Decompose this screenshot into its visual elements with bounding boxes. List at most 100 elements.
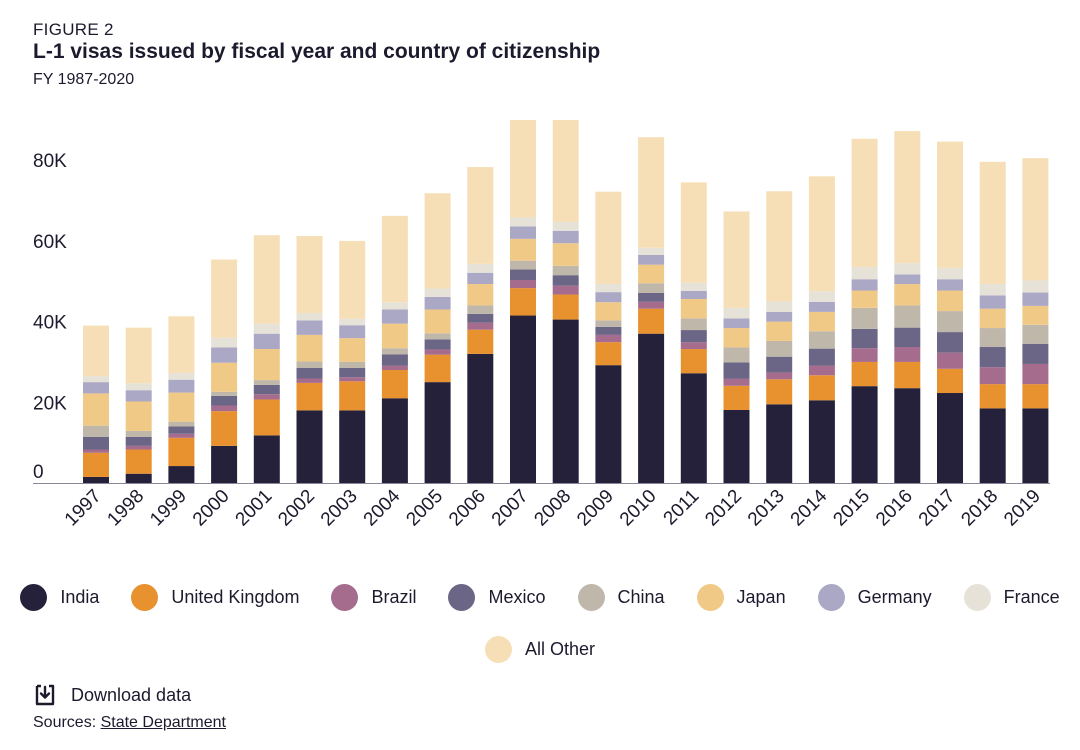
legend-label: India <box>60 586 100 607</box>
bar-segment-india <box>467 353 494 483</box>
bar-segment-all-other <box>766 191 793 302</box>
bar-segment-china <box>381 348 408 355</box>
bar-segment-mexico <box>680 330 707 343</box>
bar-segment-china <box>125 430 152 437</box>
bar-segment-all-other <box>211 259 238 338</box>
bar-segment-germany <box>1022 292 1049 306</box>
x-tick-label: 2009 <box>573 486 618 531</box>
x-tick-label: 2011 <box>660 486 704 530</box>
sources-line: Sources: State Department <box>33 714 226 732</box>
bar-segment-brazil <box>979 367 1006 385</box>
bar-segment-france <box>296 313 323 321</box>
bar-segment-brazil <box>253 394 280 400</box>
bar-segment-japan <box>595 302 622 321</box>
x-tick-label: 2019 <box>1000 486 1045 531</box>
bar-segment-all-other <box>168 316 195 373</box>
x-tick-label: 1999 <box>146 486 191 531</box>
bar-segment-all-other <box>851 138 878 268</box>
bar-segment-all-other <box>808 176 835 292</box>
bar-stack-2011 <box>680 182 707 483</box>
bars-group <box>83 120 1049 483</box>
bar-segment-united-kingdom <box>894 361 921 389</box>
bar-segment-united-kingdom <box>937 368 963 394</box>
legend-swatch <box>131 583 159 611</box>
bar-stack-2018 <box>979 161 1006 483</box>
bar-segment-all-other <box>552 120 579 222</box>
bar-segment-japan <box>253 349 280 381</box>
download-data-label: Download data <box>71 684 192 705</box>
bar-segment-japan <box>808 311 835 332</box>
bar-segment-brazil <box>467 322 494 330</box>
bar-segment-france <box>851 267 878 280</box>
legend-label: Mexico <box>488 586 546 607</box>
bar-segment-japan <box>467 284 494 306</box>
bar-segment-japan <box>339 338 366 362</box>
bar-stack-2013 <box>766 191 793 483</box>
bar-segment-united-kingdom <box>253 399 280 436</box>
bar-segment-china <box>979 328 1006 348</box>
bar-segment-mexico <box>979 347 1006 368</box>
bar-segment-japan <box>680 298 707 319</box>
bar-segment-france <box>766 301 793 312</box>
bar-segment-brazil <box>638 301 665 309</box>
bar-segment-all-other <box>1022 158 1049 281</box>
bar-stack-2000 <box>211 259 238 483</box>
bar-segment-japan <box>1022 305 1049 325</box>
x-tick-label: 2017 <box>915 486 960 531</box>
bar-segment-china <box>253 380 280 385</box>
bar-segment-germany <box>552 230 579 244</box>
bar-segment-japan <box>125 401 152 431</box>
bar-segment-united-kingdom <box>638 308 665 334</box>
bar-segment-mexico <box>723 362 750 379</box>
bar-segment-france <box>552 221 579 231</box>
bar-segment-china <box>638 283 665 293</box>
bar-segment-china <box>168 421 195 427</box>
sources-link[interactable]: State Department <box>100 714 226 731</box>
bar-segment-japan <box>168 392 195 422</box>
x-tick-label: 2008 <box>530 486 575 531</box>
bar-segment-india <box>680 373 707 483</box>
bar-segment-germany <box>253 333 280 350</box>
bar-segment-germany <box>83 382 109 394</box>
bar-segment-brazil <box>723 378 750 386</box>
x-axis: 1997199819992000200120022003200420052006… <box>61 485 1045 530</box>
download-icon <box>35 684 55 706</box>
bar-segment-mexico <box>937 332 963 353</box>
bar-segment-india <box>168 466 195 483</box>
download-data-button[interactable]: Download data <box>33 683 191 707</box>
bar-segment-india <box>296 410 323 483</box>
bar-stack-2019 <box>1022 158 1049 483</box>
bar-segment-japan <box>766 321 793 341</box>
bar-segment-china <box>211 391 238 396</box>
bar-segment-japan <box>510 238 536 261</box>
bar-segment-germany <box>979 295 1006 309</box>
bar-segment-brazil <box>83 449 109 453</box>
legend-item-united-kingdom: United Kingdom <box>131 583 299 611</box>
bar-segment-brazil <box>680 342 707 350</box>
x-tick-label: 2015 <box>829 486 874 531</box>
bar-segment-united-kingdom <box>552 294 579 320</box>
x-tick-label: 2005 <box>402 486 447 531</box>
bar-segment-china <box>595 320 622 327</box>
bar-segment-all-other <box>424 193 451 289</box>
bar-segment-germany <box>296 320 323 335</box>
bar-segment-all-other <box>253 235 280 324</box>
bar-segment-mexico <box>894 327 921 348</box>
bar-segment-germany <box>168 379 195 393</box>
legend-label: China <box>617 586 665 607</box>
x-tick-label: 2013 <box>744 486 789 531</box>
legend-item-china: China <box>577 583 665 611</box>
legend-row: India United Kingdom Brazil Mexico China Japa… <box>0 578 1080 616</box>
y-tick-label: 20K <box>33 393 67 414</box>
bar-segment-france <box>467 263 494 273</box>
y-tick-label: 60K <box>33 232 67 253</box>
legend-swatch <box>484 635 512 663</box>
bar-segment-germany <box>339 325 366 339</box>
bar-segment-united-kingdom <box>808 375 835 401</box>
x-tick-label: 1998 <box>103 486 148 531</box>
bar-segment-france <box>1022 280 1049 293</box>
bar-segment-india <box>851 386 878 483</box>
x-tick-label: 2002 <box>274 486 319 531</box>
legend-item-all-other: All Other <box>484 635 595 663</box>
bar-segment-brazil <box>851 348 878 362</box>
